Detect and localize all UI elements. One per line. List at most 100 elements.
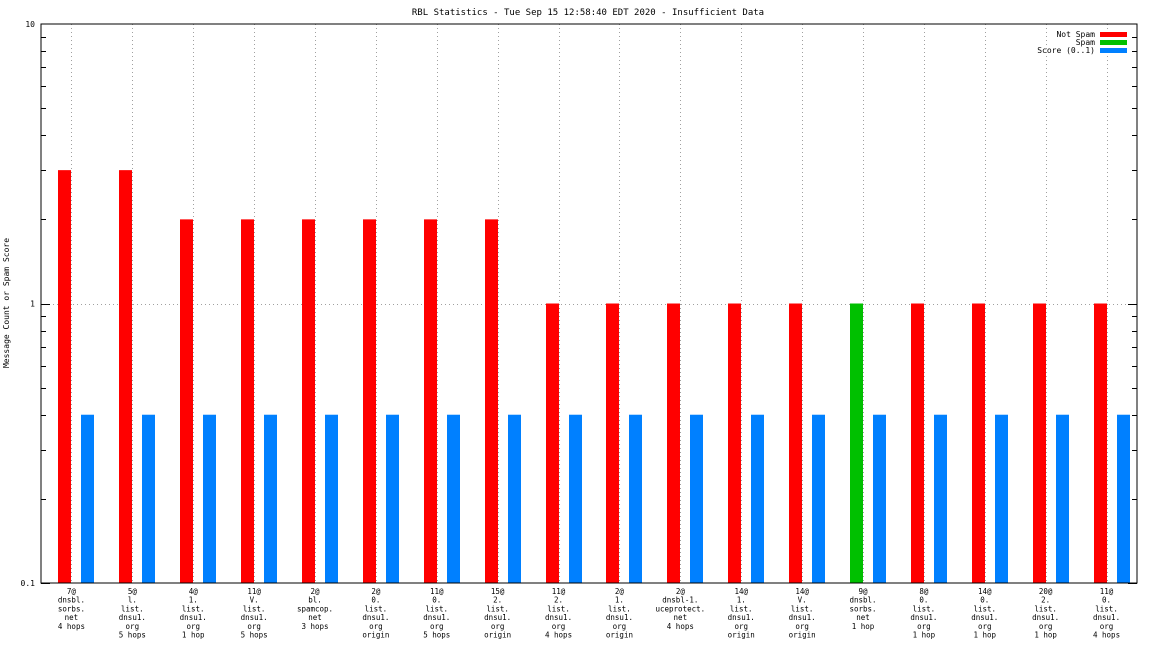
x-tick-label: dnsu1.: [728, 613, 755, 622]
x-tick-label: list.: [1095, 604, 1118, 613]
x-tick-label: 1.: [615, 596, 624, 605]
not-spam-bar: [546, 303, 559, 583]
score-bar: [508, 414, 521, 583]
x-tick-label: org: [491, 622, 505, 631]
score-bar: [81, 414, 94, 583]
x-tick-label: origin: [606, 631, 633, 640]
x-tick-label: spamcop.: [297, 604, 333, 613]
x-tick-label: 0.: [432, 596, 441, 605]
not-spam-bar: [728, 303, 741, 583]
x-tick-label: net: [856, 613, 870, 622]
x-tick-label: 14@: [734, 587, 748, 596]
score-bar: [264, 414, 277, 583]
x-tick-label: V.: [798, 596, 807, 605]
x-tick-label: dnsu1.: [362, 613, 389, 622]
axis-ticks: [41, 37, 1137, 584]
x-tick-label: org: [734, 622, 748, 631]
x-tick-label: dnsu1.: [971, 613, 998, 622]
x-tick-label: 3 hops: [301, 622, 328, 631]
not-spam-bar: [119, 170, 132, 584]
x-tick-label: org: [1039, 622, 1053, 631]
plot-frame: [40, 23, 1138, 584]
x-tick-label: 2.: [554, 596, 563, 605]
not-spam-bar: [363, 219, 376, 583]
x-tick-label: origin: [789, 631, 816, 640]
x-tick-label: 11@: [552, 587, 566, 596]
x-tick-label: origin: [484, 631, 511, 640]
x-tick-label: 5@: [128, 587, 138, 596]
x-tick-label: org: [795, 622, 809, 631]
x-tick-label: 5 hops: [241, 631, 268, 640]
x-tick-label: list.: [121, 604, 144, 613]
x-tick-label: 1 hop: [182, 631, 205, 640]
x-tick-label: list.: [365, 604, 388, 613]
spam-bar: [850, 303, 863, 583]
x-tick-label: 4 hops: [58, 622, 85, 631]
score-bar: [1056, 414, 1069, 583]
not-spam-bar: [241, 219, 254, 583]
x-tick-label: dnsbl-1.: [662, 596, 698, 605]
not-spam-bar: [789, 303, 802, 583]
x-tick-label: dnsu1.: [241, 613, 268, 622]
x-tick-label: org: [917, 622, 931, 631]
x-tick-label: dnsu1.: [606, 613, 633, 622]
x-tick-label: dnsu1.: [1093, 613, 1120, 622]
y-tick-label: 1: [30, 300, 35, 309]
score-bar: [995, 414, 1008, 583]
x-tick-label: 1 hop: [913, 631, 936, 640]
x-tick-label: 2@: [310, 587, 320, 596]
x-tick-label: 1 hop: [1034, 631, 1057, 640]
x-tick-label: list.: [973, 604, 996, 613]
x-tick-label: 0.: [371, 596, 380, 605]
not-spam-bar: [180, 219, 193, 583]
x-tick-label: list.: [182, 604, 205, 613]
x-tick-label: 5 hops: [423, 631, 450, 640]
x-tick-label: 20@: [1039, 587, 1053, 596]
x-tick-label: 4 hops: [545, 631, 572, 640]
x-tick-label: 7@: [67, 587, 77, 596]
x-tick-label: sorbs.: [58, 604, 85, 613]
x-tick-label: list.: [730, 604, 753, 613]
not-spam-bar: [1094, 303, 1107, 583]
x-tick-label: list.: [791, 604, 814, 613]
x-tick-label: l.: [128, 596, 137, 605]
x-tick-label: 4 hops: [1093, 631, 1120, 640]
x-tick-label: list.: [608, 604, 631, 613]
grid-lines: [41, 24, 1137, 583]
score-bar: [447, 414, 460, 583]
not-spam-bar: [1033, 303, 1046, 583]
legend-swatch: [1100, 40, 1127, 45]
score-bar: [934, 414, 947, 583]
x-tick-label: list.: [547, 604, 570, 613]
not-spam-bar: [606, 303, 619, 583]
x-tick-label: net: [308, 613, 322, 622]
x-tick-label: dnsu1.: [180, 613, 207, 622]
x-tick-label: dnsu1.: [545, 613, 572, 622]
x-tick-label: 14@: [978, 587, 992, 596]
not-spam-bar: [911, 303, 924, 583]
chart-title: RBL Statistics - Tue Sep 15 12:58:40 EDT…: [412, 8, 764, 18]
x-tick-label: dnsu1.: [910, 613, 937, 622]
score-bar: [751, 414, 764, 583]
x-tick-label: 1.: [189, 596, 198, 605]
x-tick-label: 2.: [1041, 596, 1050, 605]
score-bar: [690, 414, 703, 583]
x-tick-label: list.: [486, 604, 509, 613]
x-tick-label: org: [552, 622, 566, 631]
score-bar: [812, 414, 825, 583]
x-tick-label: bl.: [308, 596, 322, 605]
x-tick-label: 1 hop: [852, 622, 875, 631]
x-tick-label: 2@: [615, 587, 625, 596]
x-tick-label: dnsu1.: [1032, 613, 1059, 622]
x-tick-label: 11@: [430, 587, 444, 596]
y-axis-label: Message Count or Spam Score: [2, 238, 11, 368]
y-tick-label: 0.1: [21, 579, 36, 588]
score-bar: [203, 414, 216, 583]
x-tick-label: 2@: [371, 587, 381, 596]
x-tick-label: list.: [913, 604, 936, 613]
legend-label: Spam: [1076, 38, 1095, 47]
score-bar: [386, 414, 399, 583]
